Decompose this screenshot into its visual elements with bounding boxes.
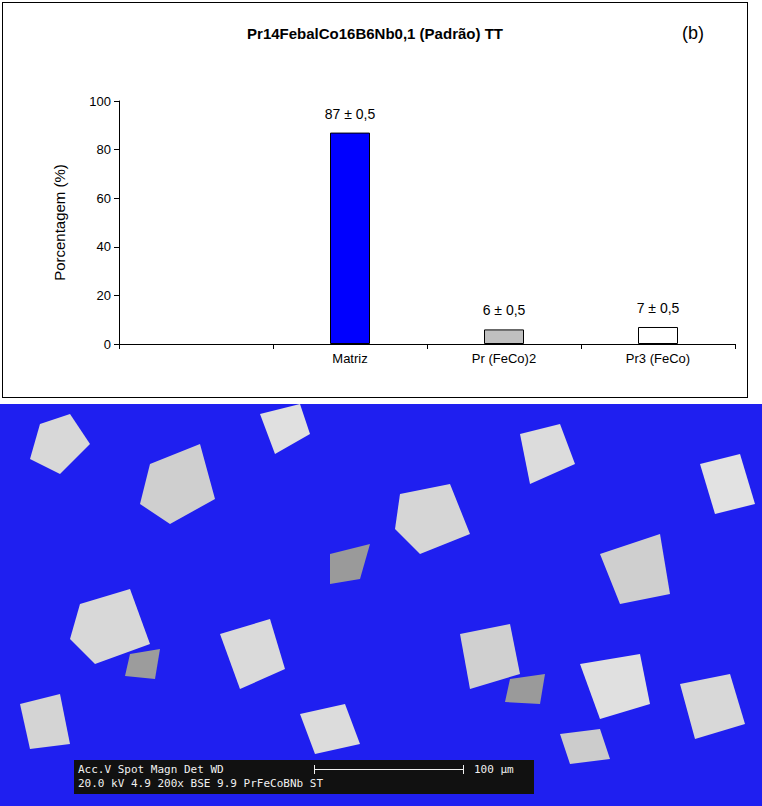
svg-text:Pr3 (FeCo): Pr3 (FeCo) [626, 351, 690, 366]
svg-text:40: 40 [97, 239, 111, 254]
html-text:100 µm: 100 µm [474, 763, 514, 776]
svg-text:87 ± 0,5: 87 ± 0,5 [325, 106, 376, 122]
svg-text:(b): (b) [682, 23, 704, 43]
svg-text:6 ± 0,5: 6 ± 0,5 [483, 302, 526, 318]
svg-text:Porcentagem (%): Porcentagem (%) [51, 164, 68, 281]
svg-text:20: 20 [97, 288, 111, 303]
svg-text:Matriz: Matriz [332, 351, 367, 366]
svg-text:80: 80 [97, 142, 111, 157]
svg-text:Pr (FeCo)2: Pr (FeCo)2 [472, 351, 536, 366]
svg-text:60: 60 [97, 191, 111, 206]
html-text:20.0 kV 4.9 200x BSE 9.9 PrFeC: 20.0 kV 4.9 200x BSE 9.9 PrFeCoBNb ST [78, 777, 323, 790]
html-text:Acc.V Spot Magn Det WD: Acc.V Spot Magn Det WD [78, 763, 224, 776]
svg-text:7 ± 0,5: 7 ± 0,5 [637, 300, 680, 316]
svg-text:Pr14FebalCo16B6Nb0,1 (Padrão): Pr14FebalCo16B6Nb0,1 (Padrão) TT [247, 25, 503, 42]
svg-text:0: 0 [104, 337, 111, 352]
svg-text:100: 100 [89, 94, 111, 109]
